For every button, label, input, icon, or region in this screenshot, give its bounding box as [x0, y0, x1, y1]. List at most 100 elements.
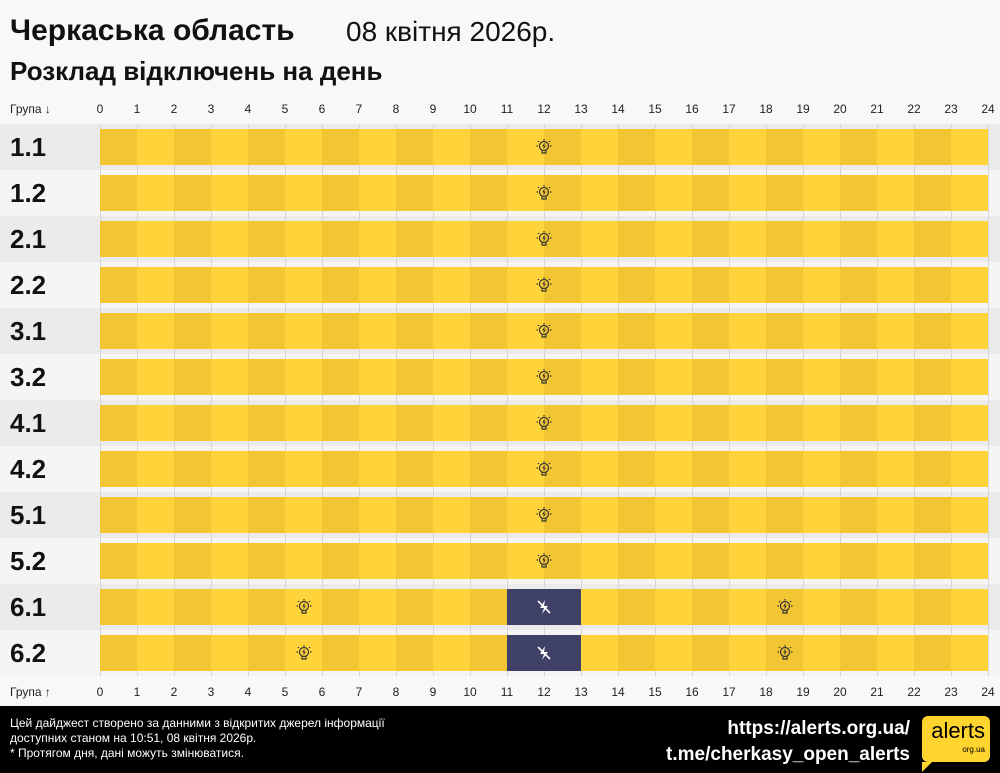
- hour-tick: 19: [796, 102, 810, 116]
- power-on-segment: [174, 405, 211, 441]
- power-on-segment: [396, 405, 433, 441]
- power-on-segment: [470, 313, 507, 349]
- power-on-segment: [211, 313, 248, 349]
- power-on-segment: [359, 175, 396, 211]
- power-on-segment: [766, 451, 803, 487]
- power-on-segment: [359, 129, 396, 165]
- power-on-segment: [285, 129, 322, 165]
- power-on-segment: [581, 267, 618, 303]
- power-on-segment: [507, 175, 544, 211]
- power-on-segment: [174, 175, 211, 211]
- hour-tick: 23: [944, 102, 958, 116]
- power-on-segment: [137, 313, 174, 349]
- power-on-segment: [433, 129, 470, 165]
- hour-gridline: [988, 308, 989, 354]
- power-on-segment: [470, 175, 507, 211]
- power-on-segment: [803, 175, 840, 211]
- group-label: 6.2: [0, 630, 100, 676]
- power-on-segment: [618, 589, 655, 625]
- power-on-segment: [544, 543, 581, 579]
- hour-tick: 24: [981, 102, 995, 116]
- outage-segment: [544, 635, 581, 671]
- power-on-segment: [655, 543, 692, 579]
- power-on-segment: [359, 267, 396, 303]
- power-on-segment: [766, 221, 803, 257]
- power-on-segment: [803, 359, 840, 395]
- power-on-segment: [174, 543, 211, 579]
- power-on-segment: [655, 359, 692, 395]
- power-on-segment: [803, 589, 840, 625]
- group-label: 6.1: [0, 584, 100, 630]
- power-on-segment: [433, 589, 470, 625]
- power-on-segment: [470, 451, 507, 487]
- power-on-segment: [729, 451, 766, 487]
- hour-gridline: [988, 492, 989, 538]
- power-on-segment: [322, 313, 359, 349]
- power-on-segment: [581, 451, 618, 487]
- power-on-segment: [359, 313, 396, 349]
- hour-tick: 5: [281, 102, 289, 116]
- power-on-segment: [100, 543, 137, 579]
- hour-tick: 9: [429, 685, 437, 699]
- power-on-segment: [766, 267, 803, 303]
- website-link[interactable]: https://alerts.org.ua/: [727, 718, 910, 739]
- power-on-segment: [692, 129, 729, 165]
- power-on-segment: [100, 497, 137, 533]
- power-on-segment: [211, 497, 248, 533]
- group-label: 3.1: [0, 308, 100, 354]
- power-on-segment: [618, 359, 655, 395]
- power-on-segment: [248, 175, 285, 211]
- power-on-segment: [137, 635, 174, 671]
- hour-tick: 7: [355, 685, 363, 699]
- lightbulb-icon: [775, 643, 795, 663]
- power-on-segment: [692, 359, 729, 395]
- power-on-segment: [544, 451, 581, 487]
- power-on-segment: [655, 589, 692, 625]
- hour-tick: 10: [463, 685, 477, 699]
- power-on-segment: [322, 635, 359, 671]
- power-on-segment: [211, 451, 248, 487]
- hour-tick: 13: [574, 102, 588, 116]
- power-on-segment: [470, 543, 507, 579]
- group-label: 2.1: [0, 216, 100, 262]
- group-row: 1.2: [0, 170, 1000, 216]
- power-on-segment: [137, 405, 174, 441]
- hour-tick: 16: [685, 102, 699, 116]
- power-on-segment: [248, 497, 285, 533]
- hour-tick: 11: [500, 102, 514, 116]
- power-on-segment: [285, 405, 322, 441]
- hour-gridline: [988, 170, 989, 216]
- power-on-segment: [137, 359, 174, 395]
- power-on-segment: [803, 129, 840, 165]
- outage-segment: [507, 589, 544, 625]
- power-on-segment: [507, 497, 544, 533]
- power-on-segment: [729, 129, 766, 165]
- power-on-segment: [766, 497, 803, 533]
- lightbulb-icon: [534, 413, 554, 433]
- power-on-segment: [803, 451, 840, 487]
- group-row: 4.2: [0, 446, 1000, 492]
- power-on-segment: [729, 267, 766, 303]
- hour-tick: 15: [648, 685, 662, 699]
- power-on-segment: [211, 405, 248, 441]
- power-on-segment: [137, 267, 174, 303]
- power-on-segment: [914, 221, 951, 257]
- power-on-segment: [544, 405, 581, 441]
- power-on-segment: [803, 543, 840, 579]
- power-on-segment: [322, 129, 359, 165]
- lightbulb-icon: [534, 229, 554, 249]
- power-on-segment: [877, 543, 914, 579]
- power-on-segment: [359, 497, 396, 533]
- power-on-segment: [285, 175, 322, 211]
- outage-segment: [507, 635, 544, 671]
- telegram-link[interactable]: t.me/cherkasy_open_alerts: [666, 744, 910, 765]
- note-line: доступних станом на 10:51, 08 квітня 202…: [10, 731, 257, 745]
- lightbulb-icon: [534, 137, 554, 157]
- hour-tick: 10: [463, 102, 477, 116]
- power-on-segment: [951, 221, 988, 257]
- hour-tick: 8: [392, 102, 400, 116]
- power-on-segment: [433, 497, 470, 533]
- hour-tick: 18: [759, 102, 773, 116]
- power-on-segment: [729, 635, 766, 671]
- hour-gridline: [988, 216, 989, 262]
